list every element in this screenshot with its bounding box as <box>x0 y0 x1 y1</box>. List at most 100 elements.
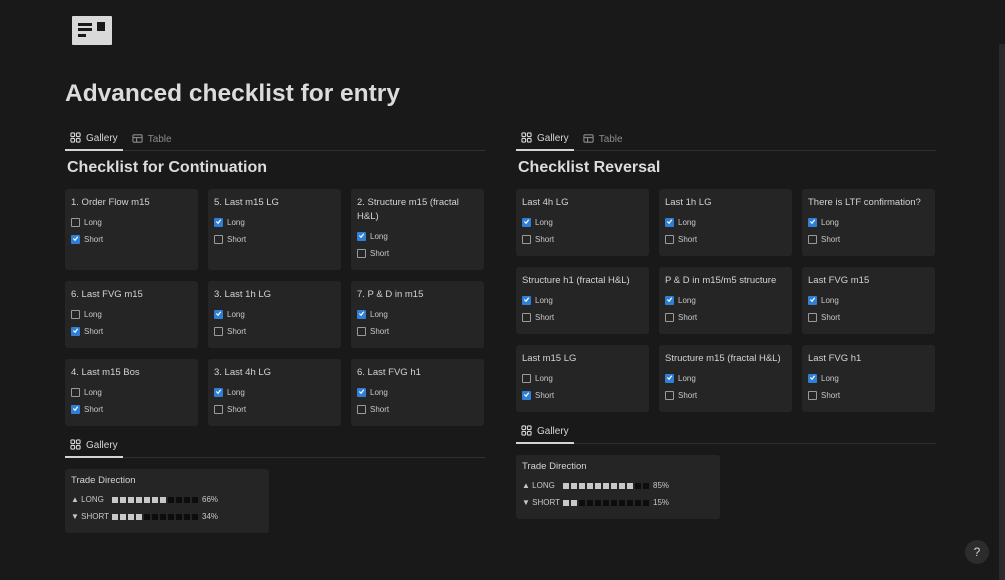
checkbox-long[interactable] <box>71 218 80 227</box>
option-short[interactable]: Short <box>357 245 478 262</box>
option-long[interactable]: Long <box>665 214 786 231</box>
checklist-card[interactable]: Last m15 LG Long Short <box>516 345 649 412</box>
checkbox-long[interactable] <box>665 296 674 305</box>
option-long[interactable]: Long <box>357 306 478 323</box>
tab-gallery[interactable]: Gallery <box>65 435 123 458</box>
checkbox-short[interactable] <box>522 313 531 322</box>
checkbox-short[interactable] <box>522 235 531 244</box>
checkbox-long[interactable] <box>214 310 223 319</box>
page-layout-icon[interactable] <box>72 16 112 45</box>
checkbox-long[interactable] <box>357 388 366 397</box>
option-short[interactable]: Short <box>808 231 929 248</box>
checklist-card[interactable]: Structure h1 (fractal H&L) Long Short <box>516 267 649 334</box>
scrollbar[interactable] <box>999 44 1005 580</box>
option-short[interactable]: Short <box>71 323 192 340</box>
checklist-card[interactable]: Last 4h LG Long Short <box>516 189 649 256</box>
checklist-card[interactable]: 3. Last 1h LG Long Short <box>208 281 341 348</box>
option-long[interactable]: Long <box>522 370 643 387</box>
option-short[interactable]: Short <box>665 387 786 404</box>
option-long[interactable]: Long <box>665 292 786 309</box>
checkbox-long[interactable] <box>71 310 80 319</box>
checkbox-long[interactable] <box>71 388 80 397</box>
checklist-card[interactable]: There is LTF confirmation? Long Short <box>802 189 935 256</box>
checklist-card[interactable]: 1. Order Flow m15 Long Short <box>65 189 198 270</box>
checkbox-long[interactable] <box>808 374 817 383</box>
option-long[interactable]: Long <box>71 214 192 231</box>
checkbox-short[interactable] <box>808 313 817 322</box>
tab-gallery[interactable]: Gallery <box>516 128 574 151</box>
option-short[interactable]: Short <box>71 231 192 248</box>
checklist-card[interactable]: Last FVG h1 Long Short <box>802 345 935 412</box>
checkbox-long[interactable] <box>808 218 817 227</box>
option-long[interactable]: Long <box>357 228 478 245</box>
checkbox-long[interactable] <box>665 374 674 383</box>
checklist-card[interactable]: 4. Last m15 Bos Long Short <box>65 359 198 426</box>
checkbox-short[interactable] <box>665 313 674 322</box>
checkbox-long[interactable] <box>522 218 531 227</box>
option-long[interactable]: Long <box>808 292 929 309</box>
tab-gallery[interactable]: Gallery <box>516 421 574 444</box>
tab-gallery[interactable]: Gallery <box>65 128 123 151</box>
option-short[interactable]: Short <box>522 387 643 404</box>
checkbox-short[interactable] <box>357 327 366 336</box>
option-short[interactable]: Short <box>357 401 478 418</box>
option-long[interactable]: Long <box>214 384 335 401</box>
option-short[interactable]: Short <box>214 323 335 340</box>
option-long[interactable]: Long <box>357 384 478 401</box>
trade-direction-card[interactable]: Trade Direction ▲ LONG 66% ▼ SHORT 34% <box>65 469 269 533</box>
checkbox-short[interactable] <box>214 405 223 414</box>
option-long[interactable]: Long <box>522 292 643 309</box>
option-long[interactable]: Long <box>808 370 929 387</box>
checklist-card[interactable]: Structure m15 (fractal H&L) Long Short <box>659 345 792 412</box>
checklist-card[interactable]: 3. Last 4h LG Long Short <box>208 359 341 426</box>
option-long[interactable]: Long <box>214 306 335 323</box>
checkbox-long[interactable] <box>808 296 817 305</box>
checkbox-long[interactable] <box>522 296 531 305</box>
checklist-card[interactable]: Last FVG m15 Long Short <box>802 267 935 334</box>
option-short[interactable]: Short <box>665 309 786 326</box>
checkbox-short[interactable] <box>808 391 817 400</box>
checkbox-short[interactable] <box>808 235 817 244</box>
option-short[interactable]: Short <box>808 309 929 326</box>
tab-table[interactable]: Table <box>127 128 177 151</box>
checklist-card[interactable]: 5. Last m15 LG Long Short <box>208 189 341 270</box>
checkbox-long[interactable] <box>357 232 366 241</box>
option-short[interactable]: Short <box>808 387 929 404</box>
option-long[interactable]: Long <box>665 370 786 387</box>
checkbox-short[interactable] <box>665 391 674 400</box>
option-short[interactable]: Short <box>214 231 335 248</box>
checkbox-short[interactable] <box>71 405 80 414</box>
checklist-card[interactable]: 7. P & D in m15 Long Short <box>351 281 484 348</box>
help-button[interactable]: ? <box>965 540 989 564</box>
option-long[interactable]: Long <box>522 214 643 231</box>
option-long[interactable]: Long <box>71 384 192 401</box>
checklist-card[interactable]: Last 1h LG Long Short <box>659 189 792 256</box>
checkbox-short[interactable] <box>71 235 80 244</box>
checkbox-long[interactable] <box>214 388 223 397</box>
option-short[interactable]: Short <box>357 323 478 340</box>
option-long[interactable]: Long <box>214 214 335 231</box>
checkbox-long[interactable] <box>522 374 531 383</box>
checkbox-short[interactable] <box>665 235 674 244</box>
checkbox-short[interactable] <box>214 235 223 244</box>
option-short[interactable]: Short <box>71 401 192 418</box>
checkbox-short[interactable] <box>214 327 223 336</box>
checkbox-long[interactable] <box>214 218 223 227</box>
option-short[interactable]: Short <box>522 309 643 326</box>
checkbox-long[interactable] <box>665 218 674 227</box>
checklist-card[interactable]: P & D in m15/m5 structure Long Short <box>659 267 792 334</box>
trade-direction-card[interactable]: Trade Direction ▲ LONG 85% ▼ SHORT 15% <box>516 455 720 519</box>
tab-table[interactable]: Table <box>578 128 628 151</box>
option-long[interactable]: Long <box>71 306 192 323</box>
checkbox-short[interactable] <box>71 327 80 336</box>
option-short[interactable]: Short <box>665 231 786 248</box>
checkbox-short[interactable] <box>522 391 531 400</box>
checklist-card[interactable]: 6. Last FVG h1 Long Short <box>351 359 484 426</box>
option-short[interactable]: Short <box>522 231 643 248</box>
option-long[interactable]: Long <box>808 214 929 231</box>
option-short[interactable]: Short <box>214 401 335 418</box>
checkbox-long[interactable] <box>357 310 366 319</box>
checklist-card[interactable]: 2. Structure m15 (fractal H&L) Long Short <box>351 189 484 270</box>
checkbox-short[interactable] <box>357 405 366 414</box>
checklist-card[interactable]: 6. Last FVG m15 Long Short <box>65 281 198 348</box>
